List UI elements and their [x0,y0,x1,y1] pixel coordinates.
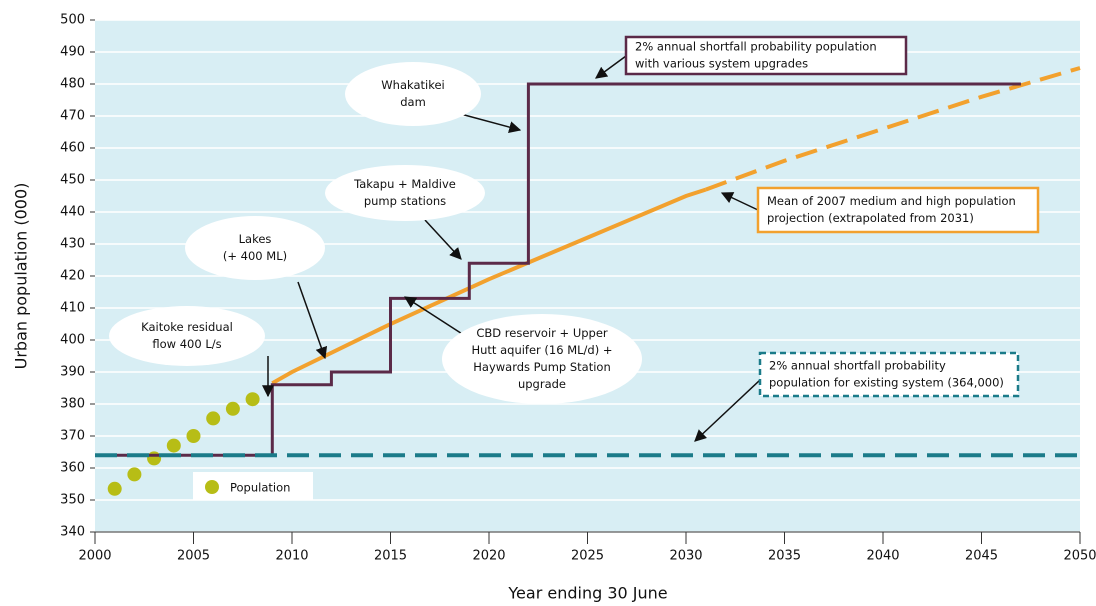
legend-label: Population [230,481,290,495]
population-dot [225,401,240,416]
y-tick-label: 480 [60,77,85,92]
annotation-bubble [345,62,481,126]
x-tick-label: 2020 [472,549,505,564]
annotation-text: Mean of 2007 medium and high population [767,194,1016,208]
y-tick-label: 410 [60,301,85,316]
annotation-text: 2% annual shortfall probability populati… [635,40,877,54]
x-axis-label: Year ending 30 June [507,584,667,603]
y-tick-label: 400 [60,333,85,348]
population-dot [127,467,142,482]
population-dot [107,481,122,496]
annotation-bubble [185,216,325,280]
annotation-text: Hutt aquifer (16 ML/d) + [471,343,612,357]
x-tick-label: 2025 [571,549,604,564]
annotation-text: upgrade [518,377,566,391]
y-tick-label: 440 [60,205,85,220]
annotation-text: Kaitoke residual [141,320,233,334]
y-tick-label: 390 [60,365,85,380]
annotation-bubble [442,314,642,404]
solid-line [271,187,707,385]
y-tick-label: 490 [60,45,85,60]
annotation-arrow [456,112,522,133]
y-tick-label: 430 [60,237,85,252]
y-axis-label: Urban population (000) [12,183,31,370]
annotation-arrow [403,296,471,340]
annotation-text: Lakes [239,232,272,246]
annotation-text: Takapu + Maldive [353,177,456,191]
annotation-arrow [694,379,761,442]
annotation-text: CBD reservoir + Upper [476,326,608,340]
y-tick-label: 340 [60,525,85,540]
x-tick-label: 2050 [1063,549,1096,564]
x-tick-label: 2010 [275,549,308,564]
x-tick-label: 2035 [768,549,801,564]
annotation-arrow [595,55,627,79]
y-tick-label: 370 [60,429,85,444]
annotation-arrow [720,192,759,211]
annotation-text: dam [400,95,426,109]
annotation-text: flow 400 L/s [152,337,221,351]
y-tick-label: 470 [60,109,85,124]
y-tick-label: 460 [60,141,85,156]
annotation-text: population for existing system (364,000) [769,376,1004,390]
annotation-arrow [297,281,328,360]
x-tick-label: 2000 [78,549,111,564]
annotation-bubble [109,306,265,366]
x-tick-label: 2040 [866,549,899,564]
x-tick-label: 2015 [374,549,407,564]
population-dot [186,429,201,443]
annotation-bubble [325,165,485,221]
y-tick-label: 380 [60,397,85,412]
legend-swatch [205,480,219,494]
annotation-text: with various system upgrades [635,57,808,71]
annotation-box [758,351,1020,398]
y-tick-label: 350 [60,493,85,508]
annotation-text: (+ 400 ML) [223,249,287,263]
population-dot [166,438,181,453]
y-tick-label: 360 [60,461,85,476]
y-tick-label: 420 [60,269,85,284]
x-tick-label: 2045 [965,549,998,564]
dashed-line [705,66,1081,192]
annotation-text: Whakatikei [381,78,444,92]
annotation-box [624,35,908,76]
y-tick-label: 500 [60,13,85,28]
annotation-text: projection (extrapolated from 2031) [767,211,974,225]
annotation-arrow [424,219,462,260]
population-dot [245,392,260,407]
population-dot [206,411,221,426]
annotation-text: pump stations [364,194,446,208]
x-tick-label: 2005 [177,549,210,564]
y-tick-label: 450 [60,173,85,188]
annotation-box [756,186,1040,234]
x-tick-label: 2030 [669,549,702,564]
annotation-text: Haywards Pump Station [473,360,611,374]
annotation-text: 2% annual shortfall probability [769,359,946,373]
